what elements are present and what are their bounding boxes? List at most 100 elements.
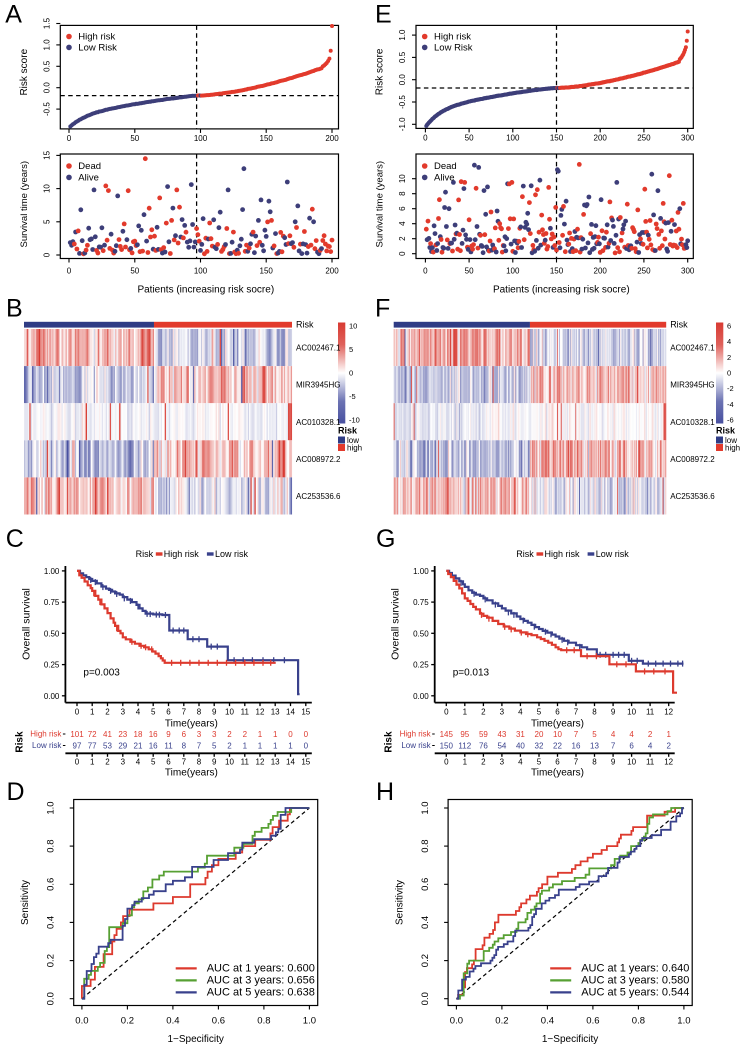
svg-text:High risk: High risk <box>545 549 581 559</box>
svg-text:6: 6 <box>555 758 560 767</box>
svg-text:3: 3 <box>197 730 202 739</box>
svg-text:0.0: 0.0 <box>42 82 51 94</box>
svg-text:1: 1 <box>288 742 293 751</box>
svg-text:0.5: 0.5 <box>398 51 407 63</box>
svg-text:0: 0 <box>75 758 80 767</box>
svg-text:250: 250 <box>637 267 651 276</box>
svg-text:F: F <box>375 295 390 323</box>
svg-text:AUC at 3 years: 0.580: AUC at 3 years: 0.580 <box>581 975 689 987</box>
svg-text:16: 16 <box>149 730 158 739</box>
svg-text:Low risk: Low risk <box>215 549 249 559</box>
svg-text:5: 5 <box>151 708 156 717</box>
svg-text:Risk score: Risk score <box>19 48 30 95</box>
svg-text:AC008972.2: AC008972.2 <box>296 455 341 464</box>
svg-text:3: 3 <box>500 758 505 767</box>
svg-text:2: 2 <box>105 758 110 767</box>
svg-text:97: 97 <box>73 742 82 751</box>
svg-text:Low Risk: Low Risk <box>78 42 117 53</box>
svg-text:1.5: 1.5 <box>42 17 51 29</box>
svg-text:Risk: Risk <box>516 549 534 559</box>
svg-text:-5: -5 <box>349 392 356 401</box>
svg-text:0.2: 0.2 <box>420 954 431 967</box>
svg-text:5: 5 <box>592 730 597 739</box>
svg-text:9: 9 <box>611 708 616 717</box>
svg-text:150: 150 <box>550 134 564 143</box>
svg-text:14: 14 <box>286 708 295 717</box>
svg-text:76: 76 <box>479 742 488 751</box>
svg-text:1: 1 <box>258 730 263 739</box>
svg-text:Survival time (years): Survival time (years) <box>375 161 386 248</box>
svg-text:0: 0 <box>67 134 72 143</box>
svg-text:0.5: 0.5 <box>42 60 51 72</box>
svg-text:1.0: 1.0 <box>398 29 407 41</box>
svg-text:G: G <box>376 525 395 553</box>
svg-text:3: 3 <box>212 730 217 739</box>
svg-text:8: 8 <box>398 191 407 196</box>
svg-text:AUC at 3 years: 0.656: AUC at 3 years: 0.656 <box>207 975 315 987</box>
svg-text:AC002467.1: AC002467.1 <box>296 344 341 353</box>
svg-text:1.00: 1.00 <box>44 567 60 576</box>
svg-text:16: 16 <box>572 742 581 751</box>
svg-text:18: 18 <box>134 730 143 739</box>
svg-text:0: 0 <box>423 134 428 143</box>
svg-text:2: 2 <box>227 742 232 751</box>
svg-text:Risk: Risk <box>136 549 154 559</box>
svg-text:4: 4 <box>648 742 653 751</box>
svg-text:4: 4 <box>611 730 616 739</box>
svg-text:Risk score: Risk score <box>375 48 386 95</box>
svg-text:9: 9 <box>212 758 217 767</box>
svg-text:-10: -10 <box>349 416 360 425</box>
svg-text:22: 22 <box>553 742 562 751</box>
svg-text:11: 11 <box>164 742 173 751</box>
svg-text:1: 1 <box>90 708 95 717</box>
svg-text:50: 50 <box>130 267 139 276</box>
svg-text:77: 77 <box>88 742 97 751</box>
svg-text:0.0: 0.0 <box>75 1016 88 1027</box>
svg-text:8: 8 <box>197 708 202 717</box>
svg-text:6: 6 <box>629 742 634 751</box>
svg-text:6: 6 <box>166 758 171 767</box>
svg-text:7: 7 <box>611 742 616 751</box>
svg-text:C: C <box>6 525 24 553</box>
svg-text:1−Specificity: 1−Specificity <box>167 1034 223 1045</box>
svg-text:0.0: 0.0 <box>46 992 57 1005</box>
svg-text:13: 13 <box>590 742 599 751</box>
svg-text:1.0: 1.0 <box>303 1016 316 1027</box>
svg-text:Alive: Alive <box>434 172 455 183</box>
svg-text:0: 0 <box>304 742 309 751</box>
svg-text:1.00: 1.00 <box>413 567 429 576</box>
svg-text:200: 200 <box>594 134 608 143</box>
svg-text:Sensitivity: Sensitivity <box>395 880 406 925</box>
svg-text:1.0: 1.0 <box>42 39 51 51</box>
svg-text:High risk: High risk <box>30 730 62 739</box>
svg-text:6: 6 <box>182 730 187 739</box>
svg-text:2: 2 <box>481 758 486 767</box>
svg-text:High risk: High risk <box>164 549 200 559</box>
svg-text:150: 150 <box>260 134 274 143</box>
svg-text:0: 0 <box>444 708 449 717</box>
svg-text:High risk: High risk <box>434 32 471 43</box>
svg-text:0.75: 0.75 <box>44 598 60 607</box>
svg-text:100: 100 <box>194 134 208 143</box>
svg-text:5: 5 <box>42 219 51 224</box>
svg-text:Patients (increasing risk socr: Patients (increasing risk socre) <box>137 285 274 296</box>
svg-text:AC010328.1: AC010328.1 <box>296 418 341 427</box>
svg-text:Patients (increasing risk socr: Patients (increasing risk socre) <box>493 285 630 296</box>
svg-text:6: 6 <box>398 206 407 211</box>
svg-text:29: 29 <box>118 742 127 751</box>
svg-text:50: 50 <box>465 267 474 276</box>
svg-text:40: 40 <box>516 742 525 751</box>
svg-text:Time(years): Time(years) <box>531 768 584 779</box>
svg-text:4: 4 <box>629 730 634 739</box>
svg-text:0: 0 <box>42 252 51 257</box>
svg-text:low: low <box>347 436 359 445</box>
svg-text:10: 10 <box>225 758 234 767</box>
svg-text:10: 10 <box>349 322 357 331</box>
svg-text:-6: -6 <box>727 416 734 425</box>
svg-text:Time(years): Time(years) <box>531 719 584 730</box>
svg-text:low: low <box>725 436 737 445</box>
svg-text:Risk: Risk <box>338 426 358 436</box>
svg-text:5: 5 <box>537 758 542 767</box>
svg-text:0.75: 0.75 <box>413 598 429 607</box>
svg-text:1.0: 1.0 <box>46 801 57 814</box>
